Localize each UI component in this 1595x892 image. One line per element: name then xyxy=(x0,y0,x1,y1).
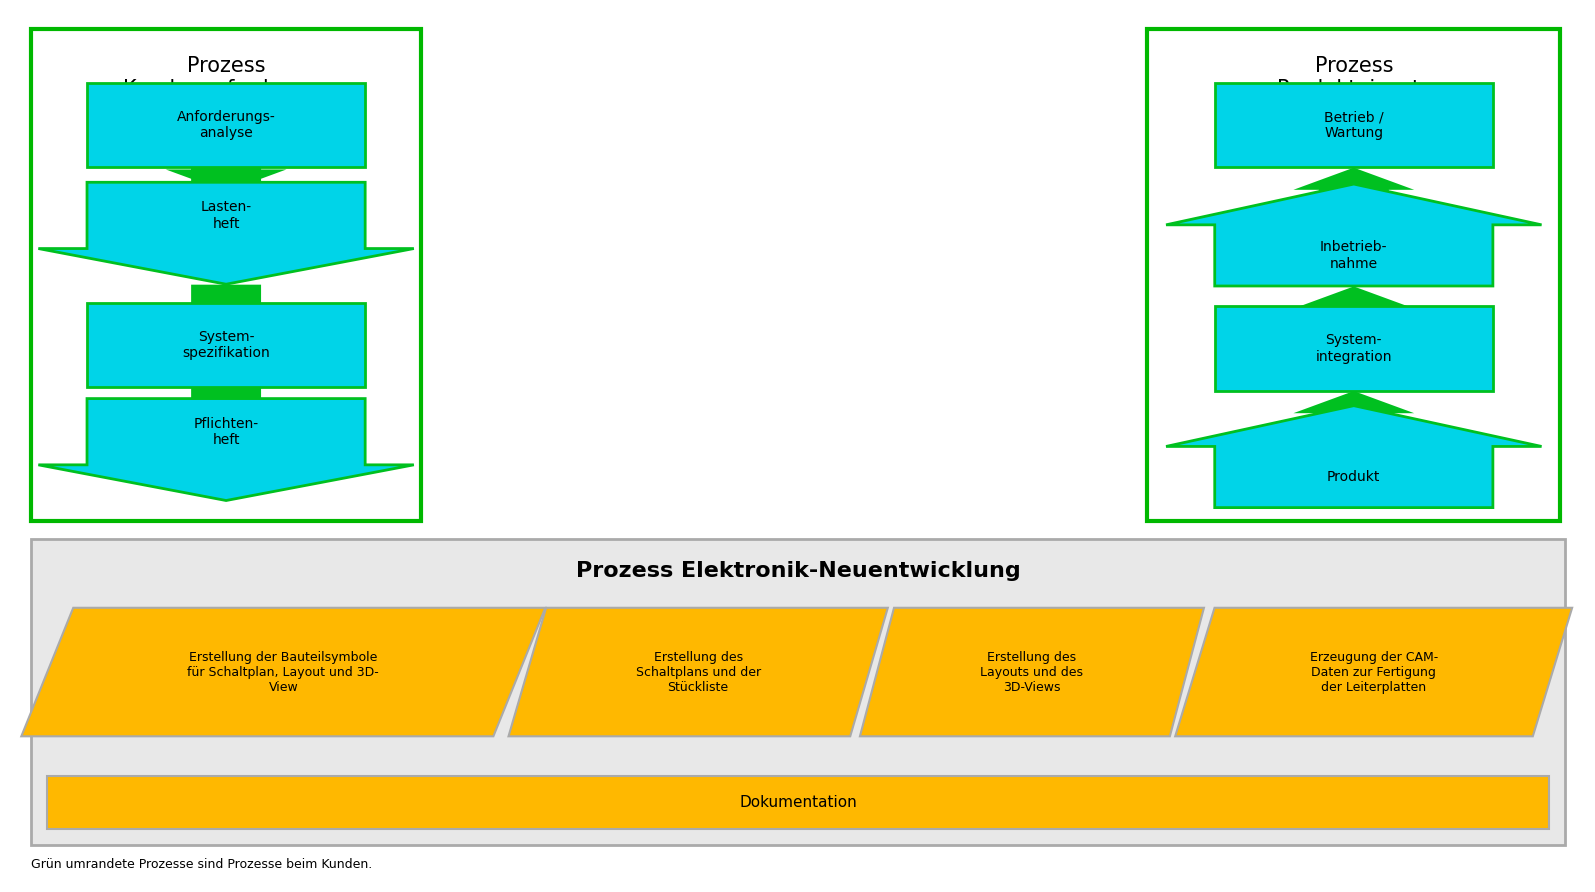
Polygon shape xyxy=(21,607,545,736)
Polygon shape xyxy=(38,399,413,500)
Text: Pflichten-
heft: Pflichten- heft xyxy=(193,417,258,447)
Polygon shape xyxy=(1176,607,1573,736)
Text: Prozess
Kundenanforderung: Prozess Kundenanforderung xyxy=(123,56,330,99)
Text: System-
spezifikation: System- spezifikation xyxy=(182,330,270,360)
Polygon shape xyxy=(166,143,287,192)
Text: Erstellung der Bauteilsymbole
für Schaltplan, Layout und 3D-
View: Erstellung der Bauteilsymbole für Schalt… xyxy=(188,650,380,694)
Polygon shape xyxy=(166,387,287,436)
Text: Dokumentation: Dokumentation xyxy=(740,795,857,810)
Text: Betrieb /
Wartung: Betrieb / Wartung xyxy=(1324,110,1383,140)
FancyBboxPatch shape xyxy=(32,539,1565,845)
Text: System-
integration: System- integration xyxy=(1316,334,1392,364)
Polygon shape xyxy=(1166,184,1541,286)
Text: Erstellung des
Schaltplans und der
Stückliste: Erstellung des Schaltplans und der Stück… xyxy=(635,650,761,694)
Polygon shape xyxy=(166,168,287,217)
Text: Erstellung des
Layouts und des
3D-Views: Erstellung des Layouts und des 3D-Views xyxy=(981,650,1083,694)
Polygon shape xyxy=(1294,391,1415,440)
Text: Inbetrieb-
nahme: Inbetrieb- nahme xyxy=(1321,240,1388,270)
FancyBboxPatch shape xyxy=(1147,29,1560,521)
Polygon shape xyxy=(509,607,888,736)
Text: Produkt: Produkt xyxy=(1327,470,1381,484)
Polygon shape xyxy=(1166,406,1541,508)
Polygon shape xyxy=(1294,286,1415,335)
Text: Lasten-
heft: Lasten- heft xyxy=(201,201,252,230)
Polygon shape xyxy=(38,182,413,285)
Polygon shape xyxy=(1294,168,1415,217)
Text: Erzeugung der CAM-
Daten zur Fertigung
der Leiterplatten: Erzeugung der CAM- Daten zur Fertigung d… xyxy=(1309,650,1437,694)
FancyBboxPatch shape xyxy=(1215,83,1493,167)
FancyBboxPatch shape xyxy=(32,29,421,521)
FancyBboxPatch shape xyxy=(88,303,365,387)
Text: Grün umrandete Prozesse sind Prozesse beim Kunden.: Grün umrandete Prozesse sind Prozesse be… xyxy=(32,858,373,871)
FancyBboxPatch shape xyxy=(88,83,365,167)
Polygon shape xyxy=(166,285,287,334)
FancyBboxPatch shape xyxy=(48,776,1549,829)
Text: Prozess Elektronik-Neuentwicklung: Prozess Elektronik-Neuentwicklung xyxy=(576,561,1021,582)
Polygon shape xyxy=(860,607,1204,736)
FancyBboxPatch shape xyxy=(1215,306,1493,391)
Text: Anforderungs-
analyse: Anforderungs- analyse xyxy=(177,110,276,140)
Text: Prozess
Produkteinsatz: Prozess Produkteinsatz xyxy=(1278,56,1431,99)
